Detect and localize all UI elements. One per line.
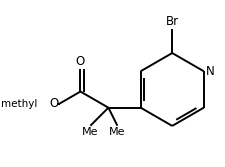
Text: Me: Me <box>109 127 125 137</box>
Text: N: N <box>205 65 214 78</box>
Text: Br: Br <box>165 15 178 28</box>
Text: O: O <box>49 97 58 110</box>
Text: Me: Me <box>82 127 98 137</box>
Text: O: O <box>76 55 85 68</box>
Text: methyl: methyl <box>2 99 38 109</box>
